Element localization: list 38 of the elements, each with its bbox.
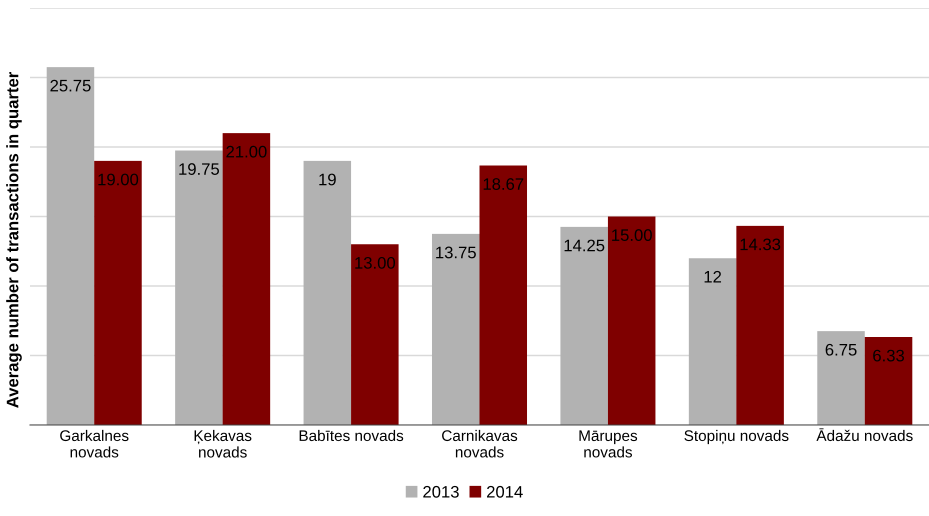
- bar: [94, 160, 142, 425]
- bar: [864, 337, 912, 425]
- x-tick-label: Carnikavas novads: [442, 430, 518, 458]
- data-label: 19: [319, 174, 336, 186]
- data-label: 18.67: [484, 178, 524, 190]
- x-tick-label: Stopiņu novads: [684, 430, 788, 444]
- data-label: 19.00: [98, 174, 138, 186]
- bar: [304, 160, 352, 425]
- legend-label: 2014: [487, 486, 523, 498]
- data-label: 25.75: [50, 80, 91, 92]
- x-tick-label: Ķekavas novads: [194, 430, 252, 458]
- legend-label: 2013: [423, 486, 459, 498]
- bar: [351, 244, 399, 425]
- x-tick-label: Garkalnes novads: [60, 430, 128, 458]
- bar: [480, 165, 528, 425]
- data-label: 6.75: [826, 344, 857, 356]
- bar: [175, 150, 223, 425]
- bar: [46, 67, 94, 425]
- bar: [688, 258, 736, 425]
- bar: [736, 226, 784, 425]
- data-label: 15.00: [612, 229, 652, 241]
- bar: [560, 226, 608, 425]
- bar: [432, 234, 480, 425]
- data-label: 14.25: [564, 240, 604, 252]
- x-tick-label: Mārupes novads: [579, 430, 638, 458]
- bar: [222, 133, 270, 425]
- bar: [817, 331, 865, 425]
- y-axis-title: Average number of transactions in quarter: [6, 72, 22, 408]
- data-label: 6.33: [873, 350, 904, 362]
- bar: [608, 216, 656, 425]
- data-label: 13.75: [436, 246, 476, 258]
- x-tick-label: Ādažu novads: [816, 428, 913, 442]
- data-label: 12: [704, 270, 722, 283]
- data-label: 14.33: [740, 238, 780, 250]
- x-tick-label: Babītes novads: [300, 430, 404, 442]
- data-label: 21.00: [226, 146, 267, 158]
- data-label: 13.00: [355, 256, 396, 269]
- data-label: 19.75: [179, 163, 220, 175]
